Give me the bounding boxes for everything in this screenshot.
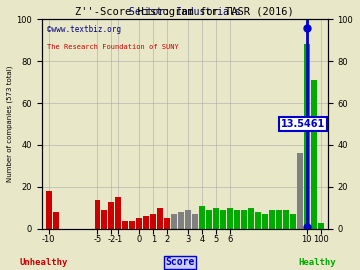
Text: ©www.textbiz.org: ©www.textbiz.org (48, 25, 121, 34)
Bar (178, 212, 184, 229)
Bar (304, 44, 310, 229)
Bar (171, 214, 177, 229)
Bar (53, 212, 59, 229)
Text: Score: Score (165, 257, 195, 267)
Bar (129, 221, 135, 229)
Bar (262, 214, 268, 229)
Bar (283, 210, 289, 229)
Bar (297, 153, 303, 229)
Bar (227, 208, 233, 229)
Bar (255, 212, 261, 229)
Title: Z''-Score Histogram for TASR (2016): Z''-Score Histogram for TASR (2016) (75, 7, 294, 17)
Bar (220, 210, 226, 229)
Bar (157, 208, 163, 229)
Bar (290, 214, 296, 229)
Bar (185, 210, 191, 229)
Bar (102, 210, 107, 229)
Bar (108, 202, 114, 229)
Bar (318, 222, 324, 229)
Text: Unhealthy: Unhealthy (19, 258, 67, 267)
Bar (241, 210, 247, 229)
Bar (150, 214, 156, 229)
Bar (276, 210, 282, 229)
Bar (46, 191, 51, 229)
Bar (199, 206, 205, 229)
Bar (213, 208, 219, 229)
Bar (136, 218, 142, 229)
Bar (143, 216, 149, 229)
Bar (116, 197, 121, 229)
Text: Sector: Industrials: Sector: Industrials (129, 7, 240, 17)
Bar (248, 208, 254, 229)
Bar (206, 210, 212, 229)
Bar (311, 80, 316, 229)
Bar (192, 214, 198, 229)
Text: The Research Foundation of SUNY: The Research Foundation of SUNY (48, 44, 179, 50)
Bar (269, 210, 275, 229)
Y-axis label: Number of companies (573 total): Number of companies (573 total) (7, 66, 13, 182)
Bar (234, 210, 240, 229)
Bar (164, 218, 170, 229)
Bar (95, 200, 100, 229)
Text: 13.5461: 13.5461 (281, 119, 325, 129)
Text: Healthy: Healthy (298, 258, 336, 267)
Bar (122, 221, 128, 229)
